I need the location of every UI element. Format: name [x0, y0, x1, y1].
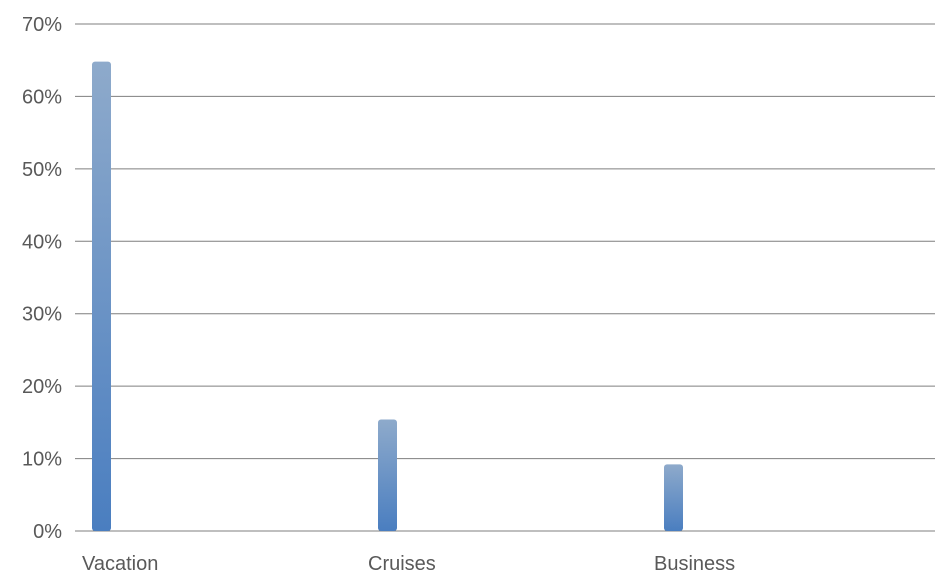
x-category-label: Business: [654, 553, 735, 575]
y-tick-label: 60%: [22, 86, 62, 108]
y-tick-label: 30%: [22, 304, 62, 326]
x-category-label: Vacation: [82, 553, 158, 575]
y-tick-label: 70%: [22, 14, 62, 36]
bars: [92, 61, 683, 532]
y-tick-label: 0%: [33, 521, 62, 543]
bar-business: [664, 464, 683, 531]
bar-cruises: [378, 419, 397, 531]
x-category-label: Cruises: [368, 553, 436, 575]
gridlines: [75, 23, 935, 532]
y-tick-label: 40%: [22, 231, 62, 253]
y-tick-label: 50%: [22, 159, 62, 181]
x-axis-labels: Vacation Cruises Business: [82, 553, 735, 575]
y-axis-ticks: 0% 10% 20% 30% 40% 50% 60% 70%: [22, 14, 62, 543]
y-tick-label: 20%: [22, 376, 62, 398]
bar-vacation: [92, 61, 111, 532]
y-tick-label: 10%: [22, 449, 62, 471]
